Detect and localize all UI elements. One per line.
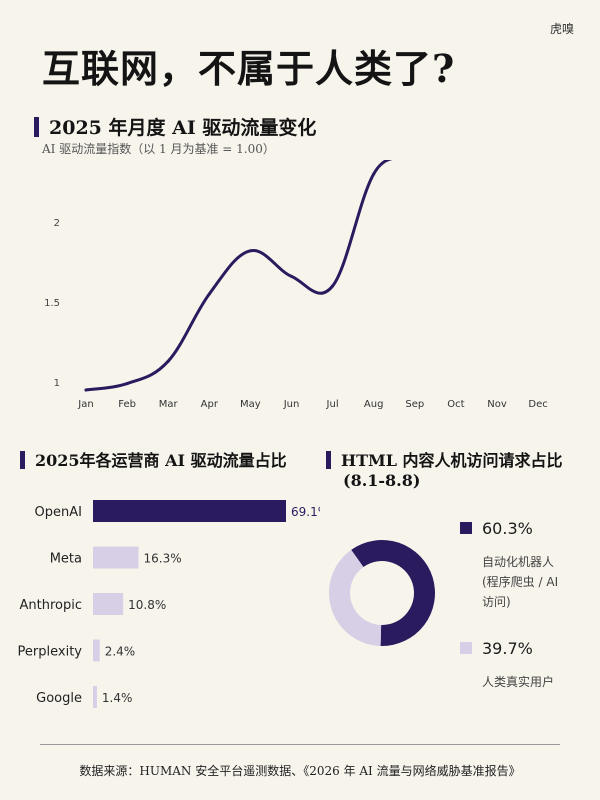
x-tick-label: Aug bbox=[364, 399, 384, 410]
x-tick-label: Nov bbox=[487, 399, 507, 410]
bar-value-label: 2.4% bbox=[105, 645, 136, 659]
x-tick-label: Mar bbox=[159, 399, 179, 410]
x-tick-label: May bbox=[240, 399, 261, 410]
brand-logo: 虎嗅 bbox=[549, 22, 574, 36]
bar bbox=[93, 686, 97, 708]
x-tick-label: Oct bbox=[447, 399, 464, 410]
heading-bar bbox=[20, 451, 25, 469]
y-tick-label: 2 bbox=[54, 218, 60, 229]
data-point bbox=[290, 274, 293, 278]
bar-chart-title: 2025年各运营商 AI 驱动流量占比 bbox=[35, 451, 287, 470]
bar-chart: OpenAI 69.1% Meta 16.3% Anthropic 10.8% Perple… bbox=[18, 500, 320, 708]
data-point bbox=[125, 382, 129, 386]
bar bbox=[93, 500, 286, 522]
line-chart: 11.522.533.5JanFebMarAprMayJunJulAugSepO… bbox=[44, 160, 548, 410]
legend-value: 60.3% bbox=[482, 519, 533, 538]
bar bbox=[93, 546, 139, 569]
page-title: 互联网，不属于人类了? bbox=[42, 46, 456, 91]
bar-category-label: Meta bbox=[50, 552, 82, 567]
legend-swatch bbox=[460, 522, 472, 534]
line-chart-title: 2025 年月度 AI 驱动流量变化 bbox=[49, 117, 317, 139]
bar bbox=[93, 639, 100, 662]
donut-chart-subtitle: (8.1-8.8) bbox=[343, 471, 421, 490]
data-point bbox=[207, 292, 211, 296]
donut-chart-heading: HTML 内容人机访问请求占比 (8.1-8.8) bbox=[326, 451, 563, 491]
x-tick-label: Jul bbox=[326, 399, 339, 410]
bar-value-label: 1.4% bbox=[102, 691, 133, 705]
donut-slice bbox=[351, 540, 435, 646]
x-tick-label: Jan bbox=[77, 399, 93, 410]
bar-category-label: Anthropic bbox=[20, 598, 83, 613]
source-note: 数据来源：HUMAN 安全平台遥测数据、《2026 年 AI 流量与网络威胁基准… bbox=[79, 764, 521, 778]
x-tick-label: Jun bbox=[283, 399, 300, 410]
heading-bar bbox=[326, 451, 331, 469]
bar-chart-heading: 2025年各运营商 AI 驱动流量占比 bbox=[20, 451, 287, 471]
donut-chart-heading-text: HTML 内容人机访问请求占比 (8.1-8.8) bbox=[341, 451, 563, 491]
bar-category-label: OpenAI bbox=[35, 505, 82, 520]
legend-label: (程序爬虫 / AI bbox=[482, 574, 558, 589]
legend-value: 39.7% bbox=[482, 639, 533, 658]
bar-value-label: 16.3% bbox=[144, 552, 182, 566]
legend-label: 自动化机器人 bbox=[482, 555, 554, 569]
legend-swatch bbox=[460, 642, 472, 654]
legend-label: 人类真实用户 bbox=[482, 674, 554, 689]
line-chart-subtitle: AI 驱动流量指数（以 1 月为基准 = 1.00） bbox=[42, 142, 275, 156]
bar-value-label: 69.1% bbox=[291, 505, 320, 519]
y-tick-label: 1.5 bbox=[44, 298, 60, 309]
data-point bbox=[331, 284, 335, 288]
data-point bbox=[372, 172, 376, 176]
divider bbox=[40, 744, 560, 745]
bar-value-label: 10.8% bbox=[128, 598, 166, 612]
series-line bbox=[84, 160, 393, 392]
data-point bbox=[84, 388, 88, 392]
x-tick-label: Sep bbox=[405, 399, 424, 410]
bar-category-label: Google bbox=[36, 691, 82, 706]
heading-bar bbox=[34, 117, 39, 137]
bar-category-label: Perplexity bbox=[18, 645, 83, 660]
legend-label: 访问) bbox=[482, 595, 511, 609]
donut-chart-title: HTML 内容人机访问请求占比 bbox=[341, 451, 563, 470]
x-tick-label: Apr bbox=[201, 399, 219, 410]
y-tick-label: 1 bbox=[54, 378, 60, 389]
data-point bbox=[166, 359, 170, 363]
data-point bbox=[248, 249, 252, 253]
bar bbox=[93, 593, 124, 615]
donut-slice bbox=[329, 549, 382, 646]
line-chart-heading: 2025 年月度 AI 驱动流量变化 bbox=[34, 117, 316, 141]
donut-chart: 60.3% 自动化机器人 (程序爬虫 / AI 访问) 39.7% 人类真实用户 bbox=[329, 519, 558, 689]
x-tick-label: Dec bbox=[528, 399, 547, 410]
x-tick-label: Feb bbox=[118, 399, 136, 410]
